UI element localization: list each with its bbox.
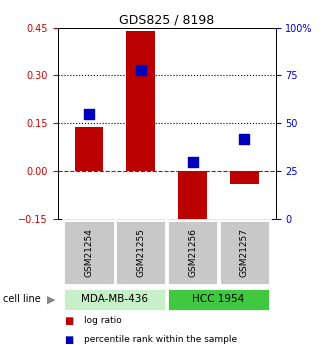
Text: percentile rank within the sample: percentile rank within the sample — [84, 335, 237, 344]
Text: ▶: ▶ — [47, 294, 55, 304]
Text: GSM21256: GSM21256 — [188, 228, 197, 277]
Bar — [230, 171, 259, 184]
Title: GDS825 / 8198: GDS825 / 8198 — [119, 13, 214, 27]
Text: ■: ■ — [64, 335, 74, 345]
Bar — [115, 220, 166, 285]
Text: GSM21254: GSM21254 — [84, 228, 93, 277]
Point — [190, 159, 195, 165]
Point — [242, 136, 247, 141]
Bar — [63, 220, 115, 285]
Point — [138, 67, 143, 72]
Bar — [75, 127, 103, 171]
Bar — [167, 288, 270, 311]
Bar — [63, 288, 166, 311]
Text: GSM21255: GSM21255 — [136, 228, 145, 277]
Bar — [167, 220, 218, 285]
Bar — [126, 31, 155, 171]
Text: MDA-MB-436: MDA-MB-436 — [81, 294, 148, 304]
Text: GSM21257: GSM21257 — [240, 228, 249, 277]
Text: cell line: cell line — [3, 294, 41, 304]
Bar — [219, 220, 270, 285]
Text: HCC 1954: HCC 1954 — [192, 294, 245, 304]
Point — [86, 111, 91, 117]
Bar — [178, 171, 207, 229]
Text: log ratio: log ratio — [84, 316, 122, 325]
Text: ■: ■ — [64, 316, 74, 326]
